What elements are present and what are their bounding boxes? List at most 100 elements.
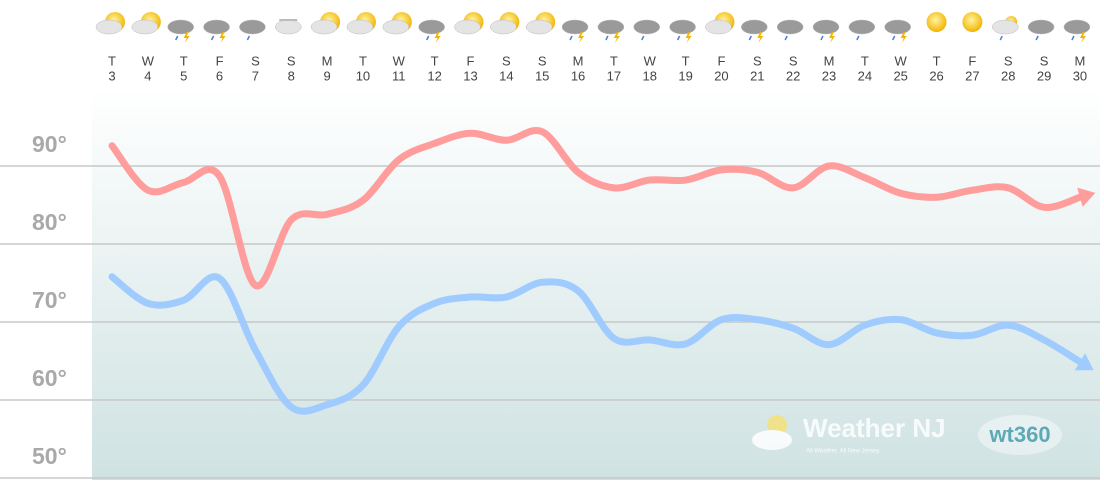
icon-cloud bbox=[131, 19, 159, 35]
icon-cloud bbox=[669, 19, 696, 35]
weekday-label: S bbox=[789, 53, 798, 68]
weather-icon bbox=[633, 19, 660, 41]
weekday-label: F bbox=[968, 53, 976, 68]
weather-icon bbox=[561, 19, 589, 43]
weather-icon bbox=[275, 19, 302, 35]
weather-icon bbox=[454, 12, 484, 35]
watermark: Weather NJ All Weather. All New Jersey. … bbox=[752, 413, 1062, 455]
icon-cloud bbox=[203, 19, 230, 35]
icon-rain bbox=[999, 35, 1003, 41]
x-tick-label: 15 bbox=[535, 68, 549, 83]
icon-rain bbox=[605, 35, 609, 41]
icon-rain bbox=[892, 35, 896, 41]
weekday-label: W bbox=[895, 53, 908, 68]
icon-bolt bbox=[183, 32, 190, 43]
weather-icon bbox=[884, 19, 911, 43]
icon-cloud bbox=[1027, 19, 1055, 35]
weekday-label: S bbox=[1004, 53, 1013, 68]
icon-bolt bbox=[757, 32, 764, 43]
icon-rain bbox=[820, 35, 824, 41]
series-line bbox=[108, 273, 1084, 415]
weekday-label: S bbox=[538, 53, 547, 68]
icon-cloud bbox=[418, 19, 445, 35]
y-tick-label: 80° bbox=[32, 209, 67, 235]
weather-icon bbox=[1063, 19, 1091, 43]
icon-rain bbox=[641, 35, 645, 41]
x-tick-label: 5 bbox=[180, 68, 187, 83]
weekday-label: M bbox=[322, 53, 333, 68]
watermark-icon bbox=[752, 430, 792, 450]
y-tick-label: 90° bbox=[32, 131, 67, 157]
x-tick-label: 9 bbox=[323, 68, 330, 83]
line-arrow bbox=[1074, 353, 1094, 371]
weather-icon bbox=[776, 19, 804, 41]
x-tick-label: 24 bbox=[858, 68, 872, 83]
x-tick-label: 27 bbox=[965, 68, 979, 83]
plot-background bbox=[92, 88, 1100, 480]
icon-bolt bbox=[685, 32, 692, 43]
icon-rain bbox=[1035, 35, 1039, 41]
x-tick-label: 20 bbox=[714, 68, 728, 83]
weather-icon bbox=[962, 12, 983, 32]
weekday-label: M bbox=[573, 53, 584, 68]
weekday-label: S bbox=[287, 53, 296, 68]
x-tick-label: 25 bbox=[893, 68, 907, 83]
icon-cloud bbox=[275, 19, 302, 35]
weekday-label: F bbox=[216, 53, 224, 68]
x-tick-label: 8 bbox=[288, 68, 295, 83]
x-tick-label: 14 bbox=[499, 68, 513, 83]
weekday-label: W bbox=[142, 53, 155, 68]
y-tick-label: 70° bbox=[32, 287, 67, 313]
x-tick-label: 11 bbox=[392, 68, 406, 83]
icon-rain bbox=[210, 35, 215, 41]
icon-cloud bbox=[490, 19, 517, 35]
weekday-label: W bbox=[393, 53, 406, 68]
icon-bolt bbox=[900, 32, 907, 43]
weather-icon bbox=[848, 19, 876, 41]
icon-cloud bbox=[95, 19, 123, 35]
icon-rain bbox=[676, 35, 681, 41]
weather-icon bbox=[669, 19, 696, 43]
weather-icon bbox=[992, 16, 1019, 41]
icon-bolt bbox=[434, 32, 441, 43]
x-tick-label: 22 bbox=[786, 68, 800, 83]
icon-cloud bbox=[992, 19, 1019, 35]
weather-icon bbox=[812, 19, 840, 43]
weather-icon bbox=[239, 19, 266, 41]
x-tick-label: 4 bbox=[144, 68, 151, 83]
icon-cloud bbox=[239, 19, 266, 35]
weather-icon bbox=[131, 12, 161, 35]
x-tick-label: 7 bbox=[252, 68, 259, 83]
icon-cloud bbox=[884, 19, 911, 35]
icon-rain bbox=[175, 35, 179, 41]
weekday-label: F bbox=[717, 53, 725, 68]
weekday-label: T bbox=[682, 53, 690, 68]
weekday-label: T bbox=[431, 53, 439, 68]
weather-icon bbox=[741, 19, 768, 43]
icon-rain bbox=[569, 35, 573, 41]
weather-icon bbox=[346, 12, 376, 35]
weekday-label: W bbox=[644, 53, 657, 68]
icon-rain bbox=[748, 35, 752, 41]
icon-cloud bbox=[310, 19, 338, 35]
icon-sun bbox=[962, 12, 983, 32]
weather-icon bbox=[597, 19, 625, 43]
y-tick-label: 60° bbox=[32, 365, 67, 391]
weather-icon bbox=[1027, 19, 1055, 41]
icon-bolt bbox=[1079, 32, 1086, 43]
weather-icon bbox=[382, 12, 412, 35]
x-tick-label: 13 bbox=[463, 68, 477, 83]
x-tick-label: 3 bbox=[108, 68, 115, 83]
weekday-label: T bbox=[108, 53, 116, 68]
x-tick-label: 18 bbox=[643, 68, 657, 83]
weekday-label: S bbox=[502, 53, 511, 68]
icon-sun bbox=[926, 12, 947, 32]
weekday-label: M bbox=[824, 53, 835, 68]
x-tick-label: 10 bbox=[356, 68, 370, 83]
icon-cloud bbox=[167, 19, 194, 35]
x-tick-label: 26 bbox=[929, 68, 943, 83]
weekday-label: T bbox=[933, 53, 941, 68]
weather-icon bbox=[926, 12, 947, 32]
weekday-label: S bbox=[1040, 53, 1049, 68]
